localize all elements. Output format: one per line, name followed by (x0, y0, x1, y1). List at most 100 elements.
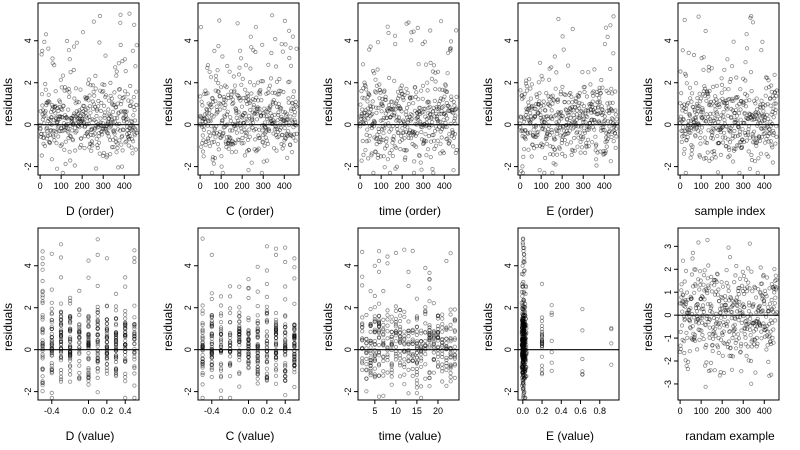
data-point (414, 361, 420, 366)
x-tick-label: 0.2 (261, 406, 274, 416)
data-point (132, 364, 137, 369)
data-point (52, 62, 57, 68)
data-point (209, 355, 214, 360)
data-point (425, 100, 430, 105)
data-points (677, 238, 779, 389)
x-tick-label: 0.6 (574, 406, 587, 416)
data-point (414, 350, 420, 355)
data-point (444, 326, 449, 331)
data-point (423, 62, 429, 67)
data-points (37, 11, 139, 175)
data-point (521, 298, 527, 304)
data-point (419, 137, 425, 142)
data-point (79, 119, 84, 124)
data-point (273, 36, 278, 42)
data-point (771, 340, 776, 345)
data-point (444, 137, 449, 142)
data-point (743, 104, 749, 109)
data-point (255, 313, 260, 318)
data-point (520, 319, 525, 324)
data-point (82, 119, 87, 125)
data-point (406, 20, 411, 25)
data-point (726, 87, 731, 92)
data-point (255, 332, 260, 337)
data-point (91, 89, 96, 94)
data-point (522, 322, 527, 327)
data-point (96, 140, 102, 145)
data-point (745, 285, 750, 290)
data-point (522, 338, 527, 343)
data-point (741, 76, 746, 81)
data-point (360, 107, 365, 112)
data-point (740, 303, 745, 308)
data-point (711, 315, 717, 321)
data-point (123, 371, 128, 376)
data-point (374, 110, 379, 115)
data-point (748, 70, 754, 75)
data-point (591, 117, 596, 123)
data-point (273, 321, 279, 327)
data-point (400, 91, 405, 97)
data-point (715, 292, 720, 297)
data-point (444, 358, 449, 363)
data-point (521, 367, 526, 372)
data-point (523, 364, 528, 369)
data-point (131, 125, 136, 130)
data-point (408, 136, 414, 141)
data-point (690, 256, 695, 261)
data-point (49, 340, 54, 345)
data-point (264, 376, 270, 381)
data-point (718, 116, 723, 121)
data-point (113, 372, 119, 377)
data-point (520, 370, 525, 375)
data-point (684, 299, 689, 305)
data-point (386, 30, 391, 36)
data-point (553, 162, 558, 167)
x-tick-label: 400 (117, 181, 132, 191)
data-point (696, 240, 701, 245)
data-point (209, 340, 214, 345)
data-point (702, 84, 707, 89)
data-point (283, 346, 288, 351)
data-point (133, 64, 138, 69)
data-point (448, 355, 453, 360)
data-point (520, 369, 525, 374)
data-point (410, 141, 415, 147)
data-point (521, 319, 526, 324)
data-point (113, 344, 119, 349)
data-point (684, 106, 689, 112)
data-point (551, 152, 556, 157)
data-point (551, 135, 557, 140)
data-point (255, 289, 260, 294)
data-point (452, 317, 457, 323)
data-point (412, 130, 417, 135)
data-point (40, 300, 45, 306)
data-point (401, 97, 406, 103)
data-point (104, 127, 109, 132)
data-point (736, 292, 741, 297)
x-tick-label: 100 (214, 181, 229, 191)
data-point (64, 38, 70, 44)
data-point (716, 141, 721, 146)
data-point (712, 277, 717, 283)
data-point (521, 326, 526, 331)
data-point (402, 333, 407, 339)
data-point (759, 293, 764, 298)
data-point (521, 380, 526, 385)
data-point (278, 106, 283, 111)
data-point (521, 316, 526, 321)
data-point (209, 322, 214, 327)
data-point (246, 286, 251, 291)
data-point (270, 99, 275, 105)
data-point (737, 285, 742, 291)
data-point (113, 335, 119, 341)
data-point (389, 314, 394, 319)
data-point (411, 133, 416, 138)
x-tick-label: 100 (374, 181, 389, 191)
data-point (376, 335, 382, 340)
data-point (423, 330, 428, 335)
data-point (721, 340, 726, 345)
data-point (58, 371, 64, 376)
data-point (122, 119, 127, 124)
data-point (274, 148, 279, 153)
